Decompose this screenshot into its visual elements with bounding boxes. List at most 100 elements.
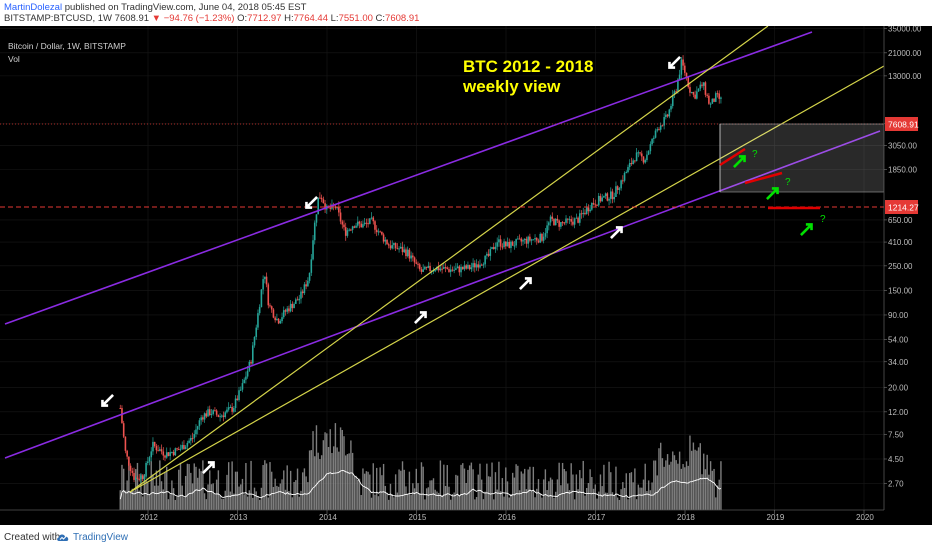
annotation-subtitle[interactable]: weekly view (462, 77, 561, 96)
volume-bar (126, 480, 128, 510)
volume-bar (245, 463, 247, 510)
volume-bar (684, 467, 686, 510)
volume-bar (258, 499, 261, 510)
volume-bar (367, 471, 369, 510)
candle-body (295, 299, 297, 304)
arrow-down-icon (305, 196, 318, 209)
candle-body (389, 245, 392, 249)
candle-body (146, 461, 149, 463)
volume-bar (281, 479, 283, 510)
candle-body (651, 138, 653, 145)
candle-body (148, 457, 151, 462)
volume-bar (155, 470, 158, 510)
candle-body (308, 272, 311, 281)
candle-body (245, 376, 247, 380)
projection-zone[interactable] (719, 123, 885, 193)
candle-body (167, 452, 170, 457)
volume-bar (443, 464, 445, 510)
candle-body (155, 446, 158, 451)
candle-body (202, 417, 204, 420)
candle-body (291, 303, 294, 309)
volume-bar (508, 497, 510, 510)
candle-body (243, 379, 245, 384)
target-marker-2 (744, 171, 783, 185)
volume-bar (172, 488, 175, 510)
candle-body (315, 214, 318, 223)
candle-body (467, 264, 469, 269)
candle-body (692, 91, 695, 95)
volume-bar (198, 468, 201, 510)
volume-bar (214, 493, 216, 510)
steep-trend-line[interactable] (129, 25, 769, 493)
tradingview-brand[interactable]: TradingView (73, 532, 129, 543)
lower-channel-line[interactable] (4, 130, 881, 459)
candle-body (709, 103, 712, 105)
candle-body (518, 238, 521, 240)
candle-body (517, 238, 519, 240)
candle-body (449, 269, 452, 272)
candle-body (425, 266, 428, 268)
volume-bar (446, 465, 448, 510)
candle-body (682, 59, 684, 66)
price-tick-label: 13000.00 (888, 72, 922, 81)
volume-bar (135, 469, 137, 510)
candle-body (241, 383, 244, 390)
volume-bar (682, 464, 684, 510)
chart-area[interactable]: ? ? ? BTC 2012 - 2018 weekly view 35000.… (0, 24, 932, 525)
price-axis[interactable]: 35000.0021000.0013000.004800.003050.0018… (883, 24, 932, 525)
volume-bar (639, 487, 641, 510)
volume-bar (577, 489, 579, 510)
candle-body (434, 270, 437, 272)
volume-bar (465, 482, 467, 510)
candle-body (413, 257, 416, 263)
candle-body (628, 163, 631, 168)
time-tick-label: 2013 (230, 513, 248, 522)
volume-bar (357, 479, 359, 510)
price-tick-label: 54.00 (888, 336, 909, 345)
price-chart[interactable]: ? ? ? BTC 2012 - 2018 weekly view 35000.… (0, 24, 932, 525)
candle-body (293, 303, 295, 309)
candle-body (296, 299, 299, 301)
candle-body (618, 188, 621, 190)
annotation-title[interactable]: BTC 2012 - 2018 (463, 57, 593, 76)
candle-body (196, 426, 199, 430)
author-link[interactable]: MartinDolezal (4, 2, 63, 13)
volume-bar (391, 494, 393, 510)
candle-body (448, 269, 450, 272)
publish-line: MartinDolezal published on TradingView.c… (4, 2, 306, 13)
candle-body (279, 321, 282, 324)
volume-bar (319, 459, 321, 510)
price-change: ▼ −94.76 (−1.23%) (151, 13, 235, 24)
volume-bar (448, 486, 450, 510)
volume-bar (687, 465, 689, 510)
arrow-up-icon (610, 226, 623, 239)
upper-channel-line[interactable] (4, 31, 813, 325)
time-axis[interactable]: 2012 2013 2014 2015 2016 2017 2018 2019 2020 (0, 509, 884, 522)
volume-bar (618, 499, 621, 510)
candle-body (551, 216, 554, 219)
volume-bar (186, 463, 189, 510)
volume-bar (616, 497, 619, 510)
candle-body (415, 262, 418, 264)
candle-body (369, 218, 371, 224)
candle-body (136, 477, 139, 479)
candle-body (446, 267, 449, 270)
candle-body (400, 246, 402, 249)
candle-body (422, 269, 424, 272)
volume-bar (436, 491, 438, 510)
legend-title: Bitcoin / Dollar, 1W, BITSTAMP (8, 41, 126, 51)
candle-body (702, 82, 705, 86)
drawing-lines (0, 25, 885, 493)
volume-bar (382, 463, 385, 510)
candle-body (520, 238, 523, 242)
volume-bar (477, 474, 479, 510)
shallow-trend-line[interactable] (129, 65, 885, 493)
volume-bar (222, 498, 225, 510)
candle-body (461, 266, 464, 270)
volume-bar (592, 488, 595, 510)
volume-bar (513, 477, 516, 510)
volume-bar (274, 478, 276, 510)
volume-bar (317, 452, 319, 510)
price-tick-label: 650.00 (888, 216, 913, 225)
candle-body (284, 310, 287, 312)
